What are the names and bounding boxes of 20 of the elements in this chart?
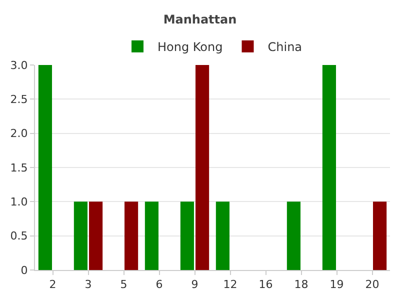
chart-title: Manhattan	[163, 12, 237, 26]
x-tick-label: 3	[84, 278, 92, 292]
y-tick-label: 2.5	[10, 93, 28, 106]
x-tick-label: 16	[258, 278, 273, 292]
y-tick-label: 2.0	[10, 127, 28, 140]
x-tick-label: 20	[365, 278, 380, 292]
x-tick-label: 12	[223, 278, 238, 292]
y-tick-label: 1.0	[10, 196, 28, 209]
x-tick-label: 5	[120, 278, 128, 292]
x-tick-label: 19	[330, 278, 344, 292]
y-tick-label: 0.5	[10, 230, 28, 243]
x-tick-label: 6	[156, 278, 163, 292]
x-tick-label: 18	[294, 278, 308, 292]
x-tick-label: 2	[49, 278, 56, 292]
y-tick-label: 1.5	[10, 161, 28, 174]
legend-label: Hong Kong	[158, 40, 223, 54]
legend-label: China	[268, 40, 302, 54]
y-tick-label: 3.0	[10, 58, 28, 72]
x-tick-label: 9	[191, 278, 198, 292]
y-tick-label: 0	[20, 264, 28, 277]
